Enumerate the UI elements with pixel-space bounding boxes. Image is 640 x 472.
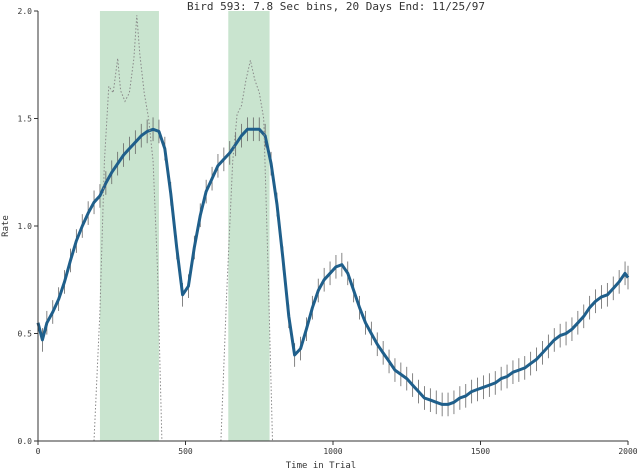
x-tick-label: 2000 <box>618 447 637 456</box>
x-tick-label: 500 <box>178 447 193 456</box>
chart-title: Bird 593: 7.8 Sec bins, 20 Days End: 11/… <box>187 0 485 13</box>
series-lines <box>36 15 630 442</box>
y-tick-label: 1.5 <box>18 115 33 124</box>
y-tick-label: 2.0 <box>18 7 33 16</box>
x-tick-label: 1500 <box>471 447 490 456</box>
ticks: 0 500 1000 1500 2000 0.0 0.5 1.0 1.5 2.0 <box>18 7 638 456</box>
shaded-region-0 <box>99 11 159 441</box>
rate-series-line-0 <box>36 127 630 406</box>
shaded-region-1 <box>228 11 270 441</box>
y-tick-label: 0.5 <box>18 330 33 339</box>
y-tick-label: 0.0 <box>18 437 33 446</box>
x-tick-label: 1000 <box>323 447 342 456</box>
y-axis-label: Rate <box>1 215 11 237</box>
dotted-series-1 <box>93 15 163 442</box>
x-tick-label: 0 <box>36 447 41 456</box>
x-axis-label: Time in Trial <box>286 461 356 471</box>
shaded-regions <box>99 11 270 441</box>
y-tick-label: 1.0 <box>18 222 33 231</box>
